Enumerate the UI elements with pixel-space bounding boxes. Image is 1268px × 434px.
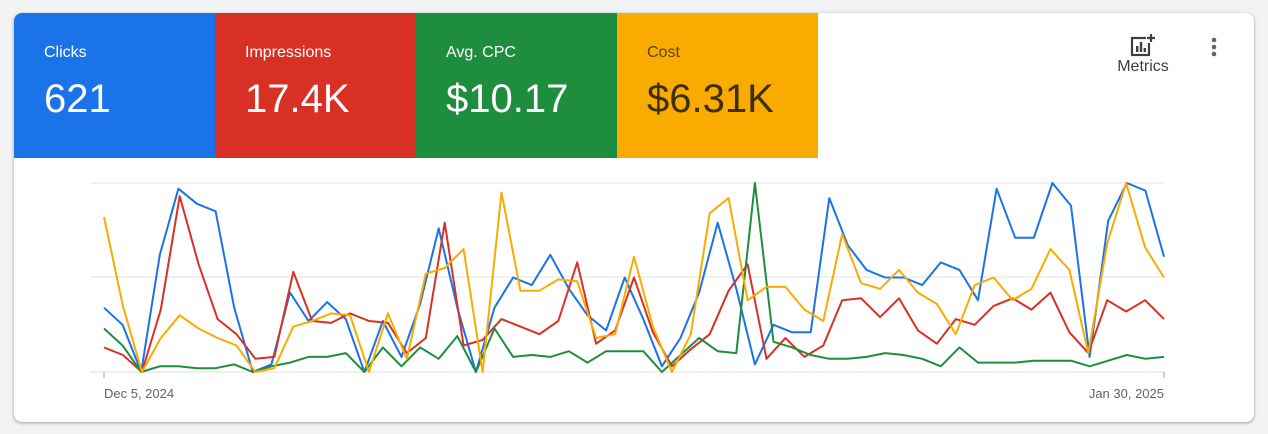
metric-label: Clicks — [44, 44, 87, 61]
series-layer — [103, 182, 1165, 373]
metric-value: 17.4K — [245, 77, 350, 121]
metric-tiles: Clicks 621 Impressions 17.4K Avg. CPC $1… — [14, 13, 818, 158]
performance-card: Clicks 621 Impressions 17.4K Avg. CPC $1… — [14, 13, 1254, 422]
metrics-button-label: Metrics — [1117, 58, 1169, 75]
x-tick-label-end: Jan 30, 2025 — [1089, 386, 1164, 401]
series-line-impressions — [103, 195, 1165, 373]
metric-value: 621 — [44, 77, 111, 121]
metric-label: Impressions — [245, 44, 332, 61]
add-chart-icon — [1130, 33, 1156, 57]
performance-line-chart: Dec 5, 2024 Jan 30, 2025 — [90, 182, 1165, 401]
more-options-button[interactable] — [1200, 33, 1228, 61]
series-line-avg-cpc — [103, 182, 1165, 373]
metric-tile-impressions[interactable]: Impressions 17.4K — [215, 13, 416, 158]
metric-value: $6.31K — [647, 77, 774, 121]
metric-label: Avg. CPC — [446, 44, 516, 61]
metric-tile-clicks[interactable]: Clicks 621 — [14, 13, 215, 158]
metric-value: $10.17 — [446, 77, 569, 121]
metric-tile-cost[interactable]: Cost $6.31K — [617, 13, 818, 158]
more-vert-icon — [1211, 37, 1217, 57]
x-tick-label-start: Dec 5, 2024 — [104, 386, 174, 401]
series-line-cost — [103, 182, 1165, 373]
metrics-button[interactable]: Metrics — [1108, 33, 1178, 77]
metric-tile-avg-cpc[interactable]: Avg. CPC $10.17 — [416, 13, 617, 158]
metric-label: Cost — [647, 44, 680, 61]
